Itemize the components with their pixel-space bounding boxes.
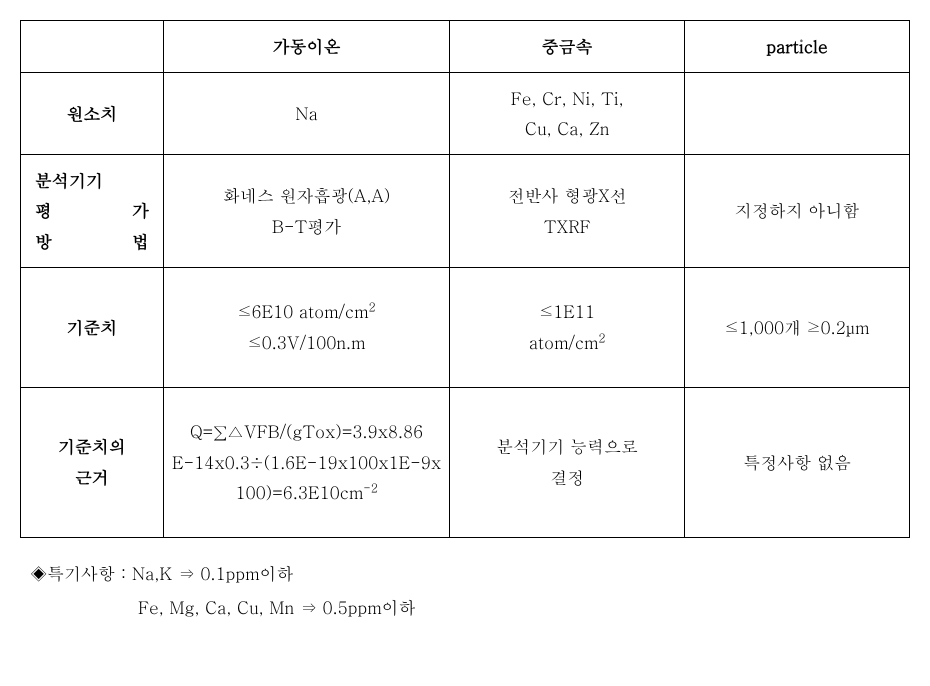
row-label-criteria: 기준치 bbox=[21, 267, 164, 387]
cell-criteria-c1: ≤6E10 atom/cm2≤0.3V/100n.m bbox=[164, 267, 450, 387]
header-col3: particle bbox=[685, 21, 910, 73]
table-row: 분석기기 평가 방법 화네스 원자흡광(A,A)B-T평가 전반사 형광X선TX… bbox=[21, 154, 910, 267]
row-label-method: 분석기기 평가 방법 bbox=[21, 154, 164, 267]
header-col2: 중금속 bbox=[450, 21, 685, 73]
cell-basis-c2: 분석기기 능력으로결정 bbox=[450, 387, 685, 537]
cell-basis-c1: Q=∑△VFB/(gTox)=3.9x8.86E-14x0.3÷(1.6E-19… bbox=[164, 387, 450, 537]
table-row: 기준치의근거 Q=∑△VFB/(gTox)=3.9x8.86E-14x0.3÷(… bbox=[21, 387, 910, 537]
cell-basis-c3: 특정사항 없음 bbox=[685, 387, 910, 537]
table-header-row: 가동이온 중금속 particle bbox=[21, 21, 910, 73]
table-row: 기준치 ≤6E10 atom/cm2≤0.3V/100n.m ≤1E11atom… bbox=[21, 267, 910, 387]
cell-criteria-c2: ≤1E11atom/cm2 bbox=[450, 267, 685, 387]
cell-method-c2: 전반사 형광X선TXRF bbox=[450, 154, 685, 267]
note-line-2: Fe, Mg, Ca, Cu, Mn ⇒ 0.5ppm이하 bbox=[138, 590, 910, 624]
header-col1: 가동이온 bbox=[164, 21, 450, 73]
header-blank bbox=[21, 21, 164, 73]
cell-elements-c3 bbox=[685, 72, 910, 154]
cell-elements-c2: Fe, Cr, Ni, Ti,Cu, Ca, Zn bbox=[450, 72, 685, 154]
table-row: 원소치 Na Fe, Cr, Ni, Ti,Cu, Ca, Zn bbox=[21, 72, 910, 154]
note-line-1: ◈특기사항 : Na,K ⇒ 0.1ppm이하 bbox=[30, 556, 910, 590]
method-label-2: 평가 bbox=[35, 195, 157, 226]
cell-method-c3: 지정하지 아니함 bbox=[685, 154, 910, 267]
row-label-basis: 기준치의근거 bbox=[21, 387, 164, 537]
cell-elements-c1: Na bbox=[164, 72, 450, 154]
cell-criteria-c3: ≤1,000개 ≥0.2μm bbox=[685, 267, 910, 387]
method-label-3: 방법 bbox=[35, 226, 157, 257]
method-label-1: 분석기기 bbox=[35, 165, 157, 196]
row-label-elements: 원소치 bbox=[21, 72, 164, 154]
cell-method-c1: 화네스 원자흡광(A,A)B-T평가 bbox=[164, 154, 450, 267]
spec-table: 가동이온 중금속 particle 원소치 Na Fe, Cr, Ni, Ti,… bbox=[20, 20, 910, 538]
notes-section: ◈특기사항 : Na,K ⇒ 0.1ppm이하 Fe, Mg, Ca, Cu, … bbox=[30, 556, 910, 624]
